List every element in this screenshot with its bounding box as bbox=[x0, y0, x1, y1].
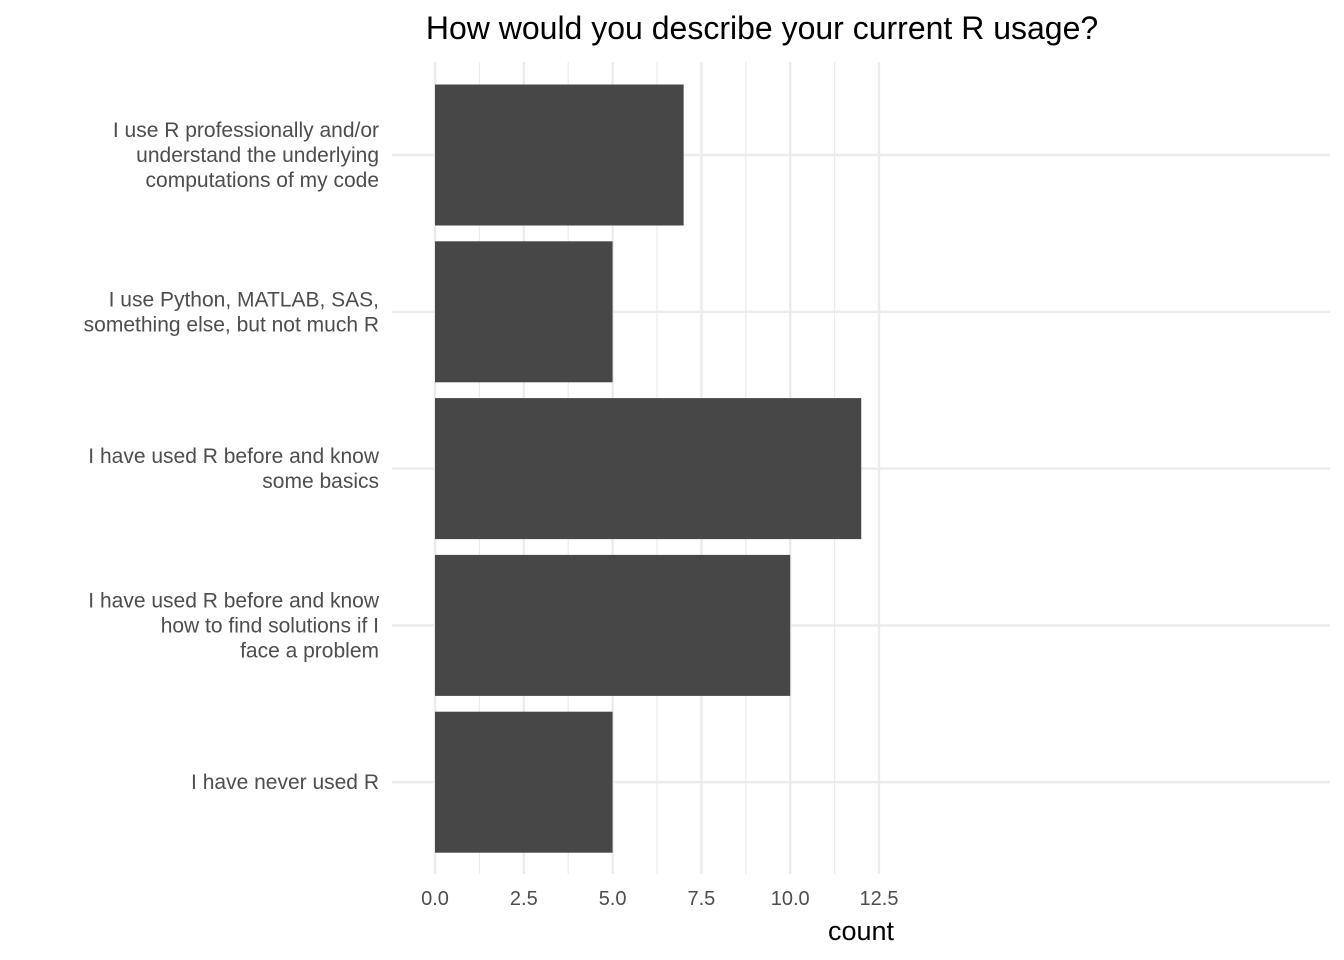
bar bbox=[435, 398, 862, 540]
category-label-line: I have never used R bbox=[191, 771, 379, 794]
x-tick-label: 12.5 bbox=[860, 888, 899, 910]
category-label: I have never used R bbox=[191, 771, 379, 794]
bar bbox=[435, 711, 613, 853]
bars bbox=[435, 84, 862, 853]
category-label-line: understand the underlying bbox=[136, 144, 379, 167]
category-label-line: face a problem bbox=[240, 639, 379, 662]
bar bbox=[435, 241, 613, 383]
category-label-line: I have used R before and know bbox=[88, 445, 380, 468]
x-tick-label: 10.0 bbox=[771, 888, 810, 910]
category-label: I have used R before and know how to find… bbox=[88, 589, 380, 662]
x-tick-label: 2.5 bbox=[510, 888, 538, 910]
category-label: I have used R before and know some basics bbox=[88, 445, 380, 493]
bar bbox=[435, 84, 684, 226]
chart-title: How would you describe your current R us… bbox=[426, 10, 1098, 46]
x-tick-label: 7.5 bbox=[687, 888, 715, 910]
category-label-line: something else, but not much R bbox=[84, 313, 379, 336]
x-axis-title: count bbox=[828, 916, 895, 946]
category-label: I use Python, MATLAB, SAS, something else… bbox=[84, 288, 379, 336]
category-label-line: I use Python, MATLAB, SAS, bbox=[109, 288, 379, 311]
x-tick-labels: 0.0 2.5 5.0 7.5 10.0 12.5 bbox=[421, 888, 898, 910]
x-tick-label: 0.0 bbox=[421, 888, 449, 910]
x-tick-label: 5.0 bbox=[599, 888, 627, 910]
category-label-line: some basics bbox=[262, 470, 379, 493]
bar bbox=[435, 554, 791, 696]
category-label-line: how to find solutions if I bbox=[161, 614, 379, 637]
category-label-line: I have used R before and know bbox=[88, 589, 380, 612]
category-labels: I use R professionally and/or understand … bbox=[84, 119, 380, 794]
category-label: I use R professionally and/or understand … bbox=[113, 119, 379, 192]
category-label-line: I use R professionally and/or bbox=[113, 119, 379, 142]
category-label-line: computations of my code bbox=[146, 169, 379, 192]
